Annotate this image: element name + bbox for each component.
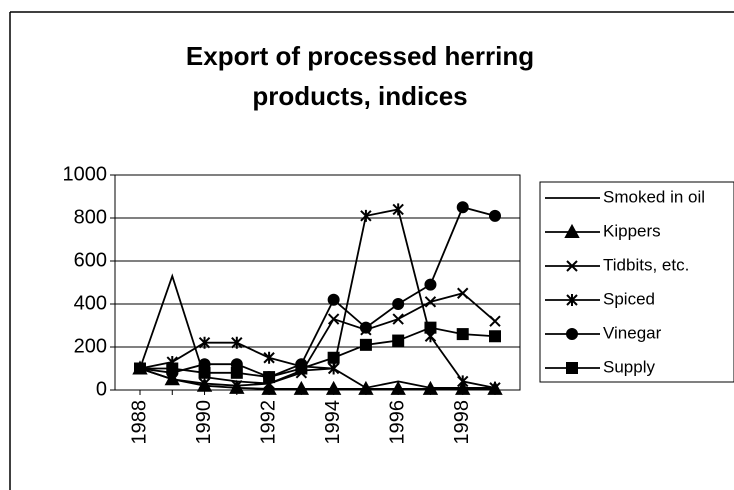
data-point: [392, 203, 404, 216]
data-point: [166, 362, 179, 375]
data-point: [489, 330, 501, 343]
chart-title: Export of processed herring: [186, 41, 534, 71]
y-tick-label: 600: [74, 249, 107, 271]
data-point: [489, 315, 501, 327]
data-point: [293, 380, 310, 395]
y-tick-label: 0: [96, 378, 107, 400]
data-point: [424, 296, 437, 308]
legend-marker: [566, 294, 578, 306]
data-point: [327, 293, 340, 306]
data-point: [489, 209, 501, 222]
data-point: [231, 336, 243, 349]
data-point: [392, 298, 405, 310]
x-tick-label: 1992: [257, 400, 279, 445]
data-point: [263, 371, 276, 384]
data-point: [424, 278, 437, 291]
legend-marker: [566, 328, 578, 340]
legend-label: Smoked in oil: [603, 187, 705, 206]
data-point: [360, 209, 372, 222]
data-point: [325, 380, 342, 395]
legend-label: Spiced: [603, 289, 655, 308]
data-point: [457, 375, 469, 388]
legend-box: [539, 181, 734, 383]
data-point: [359, 338, 372, 351]
series-line: [139, 273, 495, 389]
data-point: [327, 313, 340, 325]
y-tick-label: 1000: [63, 163, 108, 185]
data-point: [424, 321, 437, 334]
data-point: [261, 380, 277, 395]
data-point: [489, 381, 501, 394]
legend-label: Vinegar: [603, 323, 662, 342]
chart-subtitle: products, indices: [252, 81, 467, 111]
legend-label: Supply: [603, 357, 655, 376]
data-point: [327, 362, 340, 375]
data-point: [231, 379, 243, 392]
series-line: [139, 292, 496, 387]
data-point: [198, 366, 211, 379]
data-point: [230, 366, 243, 379]
data-point: [327, 351, 340, 364]
x-tick-label: 1996: [386, 400, 408, 445]
legend-label: Kippers: [603, 221, 661, 240]
data-point: [198, 336, 211, 349]
series-line: [139, 208, 496, 389]
data-point: [134, 362, 146, 375]
data-point: [392, 334, 405, 347]
data-point: [422, 380, 439, 395]
legend-marker: [566, 260, 578, 272]
legend-label: Tidbits, etc.: [603, 255, 689, 274]
y-tick-label: 400: [74, 292, 107, 314]
data-point: [392, 313, 404, 325]
y-tick-label: 800: [74, 206, 107, 228]
data-point: [456, 201, 469, 214]
data-point: [263, 351, 275, 364]
x-tick-label: 1994: [322, 400, 344, 445]
series-line: [139, 367, 495, 390]
data-point: [295, 362, 308, 375]
x-tick-label: 1990: [193, 400, 215, 445]
data-point: [455, 380, 471, 395]
legend-marker: [564, 223, 580, 238]
data-point: [359, 321, 372, 334]
data-point: [390, 380, 406, 395]
data-point: [456, 328, 469, 341]
data-point: [358, 380, 374, 395]
data-point: [457, 287, 469, 299]
legend-marker: [566, 362, 578, 374]
data-point: [198, 377, 211, 390]
x-tick-label: 1998: [451, 400, 473, 445]
x-tick-label: 1988: [128, 400, 150, 445]
y-tick-label: 200: [74, 335, 107, 357]
